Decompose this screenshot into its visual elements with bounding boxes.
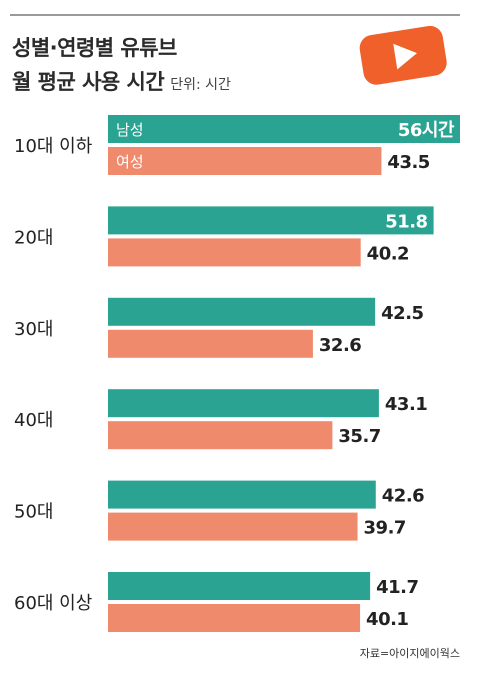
data-label: 56시간 xyxy=(398,120,455,141)
data-label: 51.8 xyxy=(385,211,427,232)
source-note: 자료=아이지에이웍스 xyxy=(359,647,460,660)
bar-female xyxy=(108,604,361,632)
unit-label: 단위: 시간 xyxy=(170,77,231,93)
data-label: 42.6 xyxy=(382,486,424,507)
bar-male xyxy=(108,389,379,418)
bar-female xyxy=(108,512,358,541)
category-label: 20대 xyxy=(14,227,53,248)
legend-female: 여성 xyxy=(116,153,144,171)
bar-male xyxy=(108,572,371,600)
data-label: 43.1 xyxy=(385,394,427,415)
legend-male: 남성 xyxy=(116,121,144,139)
category-label: 30대 xyxy=(14,319,53,340)
category-label: 40대 xyxy=(14,410,53,431)
bar-male xyxy=(108,115,460,143)
bar-female xyxy=(108,238,361,267)
bar-female xyxy=(108,329,313,358)
chart-title-line2-text: 월 평균 사용 시간 xyxy=(12,70,165,94)
top-rule xyxy=(10,14,460,16)
bar-male xyxy=(108,480,376,509)
data-label: 41.7 xyxy=(376,577,418,598)
youtube-play-logo-icon xyxy=(359,25,447,85)
bar-male xyxy=(108,206,434,235)
data-label: 42.5 xyxy=(381,303,423,324)
data-label: 39.7 xyxy=(364,518,406,539)
bar-female xyxy=(108,421,333,450)
category-label: 60대 이상 xyxy=(14,593,92,614)
data-label: 32.6 xyxy=(319,335,361,356)
chart-title-line2: 월 평균 사용 시간 단위: 시간 xyxy=(12,66,231,96)
bar-male xyxy=(108,297,376,326)
chart-title-line1: 성별·연령별 유튜브 xyxy=(12,36,177,60)
bar-female xyxy=(108,147,382,175)
data-label: 40.2 xyxy=(367,243,409,264)
category-label: 50대 xyxy=(14,502,53,523)
category-label: 10대 이하 xyxy=(14,136,93,157)
data-label: 35.7 xyxy=(338,426,380,447)
data-label: 40.1 xyxy=(366,609,408,630)
data-label: 43.5 xyxy=(387,152,429,173)
